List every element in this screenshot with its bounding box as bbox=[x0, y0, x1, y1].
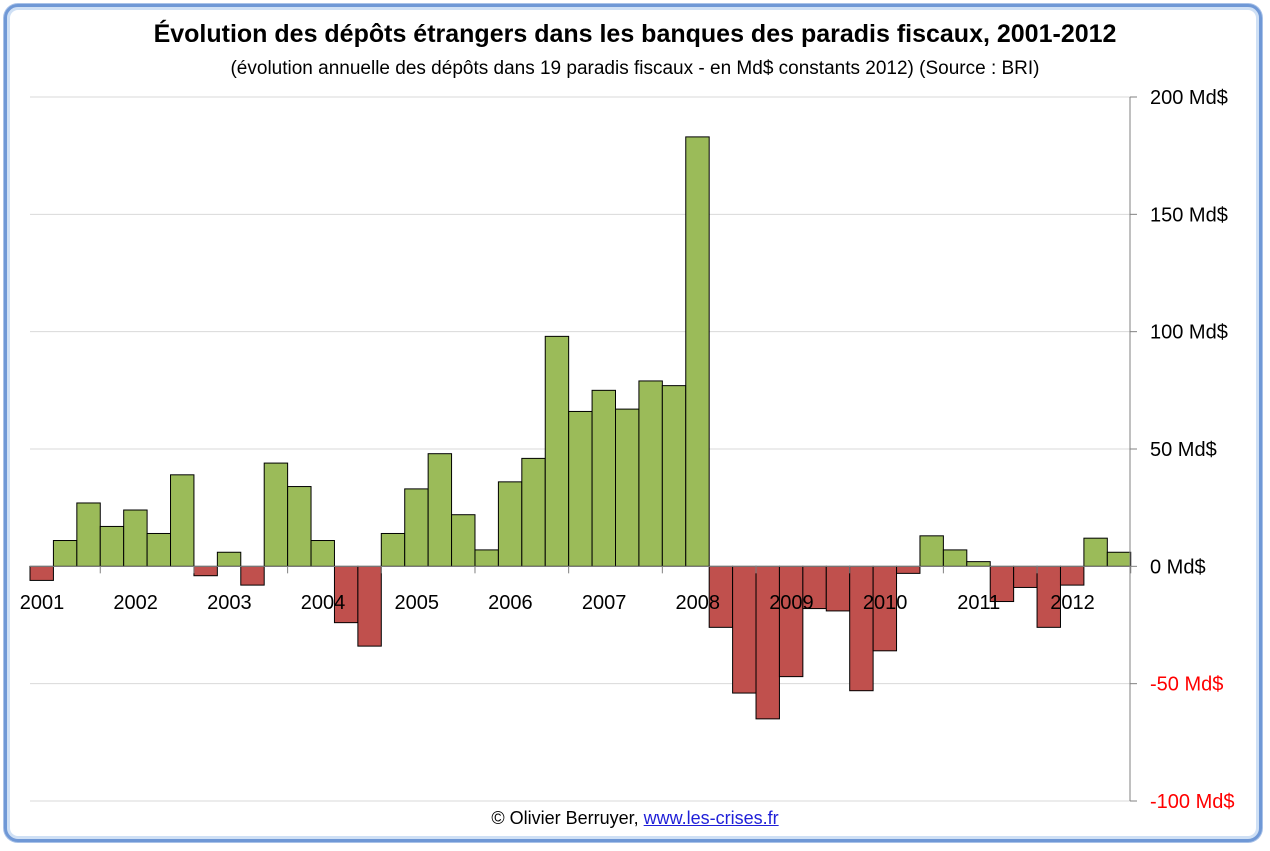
bar-positive bbox=[1106, 551, 1132, 567]
bar-positive bbox=[521, 457, 546, 567]
y-tick-label: 100 Md$ bbox=[1150, 322, 1228, 344]
bar-positive bbox=[216, 551, 242, 567]
bar-positive bbox=[1083, 537, 1108, 567]
x-tick-label: 2002 bbox=[113, 592, 158, 614]
bar-negative bbox=[1059, 565, 1085, 586]
bar-positive bbox=[99, 525, 125, 567]
bar-positive bbox=[427, 453, 453, 567]
bar-negative bbox=[193, 565, 218, 577]
bar-positive bbox=[638, 380, 663, 567]
chart-subtitle: (évolution annuelle des dépôts dans 19 p… bbox=[230, 58, 1040, 79]
bar-positive bbox=[474, 549, 499, 567]
bar-positive bbox=[451, 514, 476, 567]
bar-positive bbox=[76, 502, 101, 567]
x-tick-label: 2003 bbox=[207, 592, 252, 614]
footer-link[interactable]: www.les-crises.fr bbox=[643, 808, 779, 828]
bar-positive bbox=[146, 532, 172, 567]
y-tick-label: 0 Md$ bbox=[1150, 556, 1206, 578]
bar-negative bbox=[849, 565, 874, 692]
bar-negative bbox=[357, 565, 382, 647]
axis-labels: 200 Md$ 150 Md$ 100 Md$ 50 Md$ 0 Md$ -50 Md$ -… bbox=[20, 87, 1235, 813]
bar-positive bbox=[52, 540, 78, 567]
bar-positive bbox=[568, 410, 593, 567]
y-tick-label: -50 Md$ bbox=[1150, 674, 1223, 696]
bar-negative bbox=[1013, 565, 1038, 588]
bar-positive bbox=[919, 535, 944, 567]
y-tick-label: 50 Md$ bbox=[1150, 439, 1217, 461]
bar-positive bbox=[615, 408, 640, 567]
y-tick-label: -100 Md$ bbox=[1150, 791, 1235, 813]
x-tick-label: 2009 bbox=[769, 592, 814, 614]
bar-positive bbox=[263, 462, 289, 567]
bar-positive bbox=[497, 481, 523, 567]
bar-positive bbox=[404, 488, 429, 567]
x-tick-label: 2006 bbox=[488, 592, 533, 614]
bar-positive bbox=[966, 561, 991, 567]
chart-title: Évolution des dépôts étrangers dans les … bbox=[153, 20, 1117, 48]
bar-negative bbox=[732, 565, 757, 694]
bar-negative bbox=[825, 565, 851, 612]
bar-positive bbox=[942, 549, 968, 567]
bar-positive bbox=[123, 509, 148, 567]
footer: © Olivier Berruyer, www.les-crises.fr bbox=[0, 808, 1270, 829]
x-tick-label: 2007 bbox=[582, 592, 627, 614]
bar-positive bbox=[310, 540, 335, 567]
bar-positive bbox=[287, 486, 312, 567]
bar-positive bbox=[661, 385, 687, 567]
x-tick-label: 2004 bbox=[301, 592, 346, 614]
bars bbox=[29, 136, 1132, 720]
y-tick-label: 200 Md$ bbox=[1150, 87, 1228, 109]
bar-positive bbox=[685, 136, 710, 567]
bar-negative bbox=[29, 565, 54, 581]
axes bbox=[30, 96, 1137, 802]
x-tick-label: 2001 bbox=[20, 592, 65, 614]
x-tick-label: 2005 bbox=[394, 592, 439, 614]
bar-positive bbox=[380, 532, 406, 567]
bar-negative bbox=[755, 565, 780, 720]
x-tick-label: 2011 bbox=[957, 592, 1000, 614]
bar-negative bbox=[778, 565, 804, 678]
x-tick-label: 2012 bbox=[1050, 592, 1095, 614]
bar-positive bbox=[170, 474, 195, 567]
bar-positive bbox=[591, 389, 617, 567]
x-tick-label: 2008 bbox=[676, 592, 721, 614]
x-tick-label: 2010 bbox=[863, 592, 908, 614]
footer-credit: © Olivier Berruyer, bbox=[491, 808, 639, 828]
bar-positive bbox=[544, 335, 570, 567]
bar-negative bbox=[896, 565, 921, 574]
bar-negative bbox=[240, 565, 265, 586]
y-tick-label: 150 Md$ bbox=[1150, 204, 1228, 226]
